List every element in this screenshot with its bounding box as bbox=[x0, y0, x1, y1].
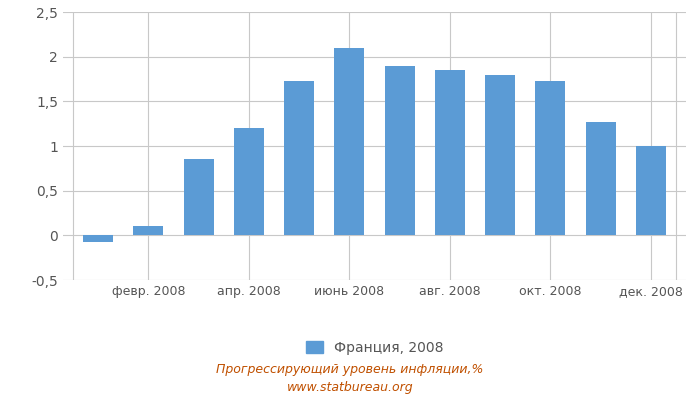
Bar bbox=[585, 122, 616, 235]
Bar bbox=[536, 81, 566, 235]
Bar bbox=[284, 81, 314, 235]
Legend: Франция, 2008: Франция, 2008 bbox=[300, 335, 449, 360]
Text: www.statbureau.org: www.statbureau.org bbox=[287, 382, 413, 394]
Bar bbox=[485, 74, 515, 235]
Bar bbox=[335, 48, 365, 235]
Bar bbox=[234, 128, 264, 235]
Bar bbox=[636, 146, 666, 235]
Bar bbox=[384, 66, 414, 235]
Bar bbox=[183, 159, 214, 235]
Bar bbox=[83, 235, 113, 242]
Bar bbox=[133, 226, 164, 235]
Bar bbox=[435, 70, 465, 235]
Text: Прогрессирующий уровень инфляции,%: Прогрессирующий уровень инфляции,% bbox=[216, 364, 484, 376]
